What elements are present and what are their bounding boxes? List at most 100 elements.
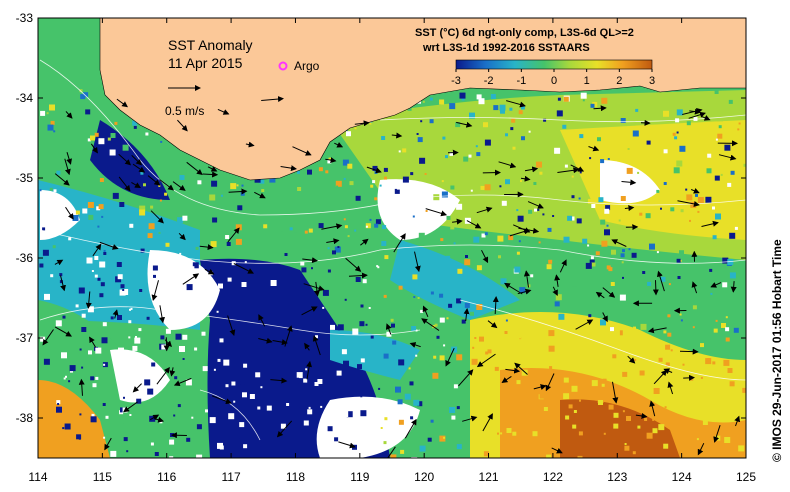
sst-pixel bbox=[461, 97, 465, 101]
sst-pixel bbox=[223, 359, 230, 366]
sst-pixel bbox=[603, 343, 610, 350]
sst-pixel bbox=[600, 319, 606, 326]
sst-pixel bbox=[451, 346, 458, 353]
current-arrow-icon bbox=[54, 326, 72, 337]
current-arrow-icon bbox=[445, 347, 455, 367]
sst-pixel bbox=[139, 205, 146, 212]
current-arrow-icon bbox=[652, 280, 659, 296]
current-arrow-icon bbox=[292, 146, 312, 156]
current-arrow-icon bbox=[258, 337, 273, 344]
sst-pixel bbox=[342, 411, 349, 417]
sst-pixel bbox=[343, 177, 346, 180]
land-mass bbox=[99, 18, 746, 181]
sst-pixel bbox=[305, 368, 308, 371]
sst-pixel bbox=[328, 157, 332, 161]
sst-pixel bbox=[233, 445, 238, 451]
sst-pixel bbox=[468, 154, 472, 158]
sst-pixel bbox=[202, 366, 208, 372]
current-arrow-icon bbox=[280, 165, 297, 172]
sst-pixel bbox=[702, 420, 708, 425]
sst-pixel bbox=[453, 242, 456, 245]
sst-pixel bbox=[471, 358, 478, 365]
sst-pixel bbox=[147, 233, 153, 239]
sst-pixel bbox=[102, 403, 106, 406]
current-arrow-icon bbox=[118, 176, 131, 192]
sst-pixel bbox=[175, 333, 182, 340]
sst-pixel bbox=[429, 97, 433, 101]
sst-pixel bbox=[82, 208, 88, 214]
current-arrow-icon bbox=[425, 208, 448, 217]
sst-pixel bbox=[742, 387, 746, 393]
sst-pixel bbox=[231, 261, 236, 266]
sst-pixel bbox=[725, 443, 730, 448]
sst-pixel bbox=[564, 164, 568, 168]
sst-pixel bbox=[391, 352, 394, 355]
sst-pixel bbox=[695, 193, 698, 197]
sst-pixel bbox=[434, 323, 438, 327]
plot-frame bbox=[37, 17, 747, 459]
current-arrow-icon bbox=[366, 166, 382, 174]
current-arrow-icon bbox=[90, 143, 98, 154]
sst-pixel bbox=[337, 324, 344, 331]
sst-pixel bbox=[715, 138, 718, 141]
sst-pixel bbox=[500, 278, 507, 285]
sst-pixel bbox=[637, 425, 641, 429]
sst-pixel bbox=[737, 128, 740, 131]
sst-pixel bbox=[123, 396, 125, 399]
sst-pixel bbox=[637, 171, 640, 174]
current-arrow-icon bbox=[60, 275, 66, 292]
sst-pixel bbox=[382, 225, 387, 230]
sst-pixel bbox=[469, 112, 475, 119]
current-arrow-icon bbox=[54, 259, 64, 266]
sst-pixel bbox=[720, 287, 724, 291]
sst-pixel bbox=[612, 354, 617, 359]
sst-pixel bbox=[296, 171, 300, 174]
current-arrow-icon bbox=[132, 163, 146, 173]
sst-pixel bbox=[235, 238, 242, 245]
sst-pixel bbox=[665, 344, 671, 350]
sst-pixel bbox=[639, 212, 643, 216]
sst-pixel bbox=[554, 147, 561, 154]
sst-pixel bbox=[370, 184, 374, 188]
sst-pixel bbox=[417, 239, 422, 244]
sst-pixel bbox=[197, 180, 202, 185]
sst-pixel bbox=[615, 387, 618, 390]
sst-pixel bbox=[530, 372, 537, 379]
sst-pixel bbox=[42, 249, 49, 256]
sst-pixel bbox=[476, 265, 482, 271]
sst-pixel bbox=[439, 317, 445, 323]
sst-pixel bbox=[591, 380, 598, 387]
sst-pixel bbox=[484, 184, 491, 191]
sst-pixel bbox=[717, 115, 723, 122]
sst-pixel bbox=[241, 184, 244, 187]
sst-pixel bbox=[656, 251, 659, 254]
sst-pixel bbox=[75, 210, 80, 215]
sst-pixel bbox=[292, 377, 299, 384]
sst-pixel bbox=[667, 314, 671, 318]
sst-pixel bbox=[528, 401, 531, 404]
colorbar-ticks: -3 -2 -1 0 1 2 3 bbox=[451, 69, 655, 87]
sst-pixel bbox=[505, 190, 511, 196]
sst-pixel bbox=[355, 195, 361, 201]
sst-pixel bbox=[174, 376, 178, 380]
sst-pixel bbox=[446, 255, 451, 260]
sst-pixel bbox=[354, 456, 361, 458]
sst-pixel bbox=[518, 240, 521, 243]
sst-pixel bbox=[417, 401, 423, 407]
sst-pixel bbox=[220, 447, 225, 452]
sst-pixel bbox=[610, 282, 615, 286]
current-arrow-icon bbox=[272, 339, 288, 346]
sst-pixel bbox=[148, 223, 155, 230]
sst-pixel bbox=[165, 242, 170, 247]
sst-pixel bbox=[115, 276, 122, 283]
sst-pixel bbox=[400, 240, 405, 245]
current-arrow-icon bbox=[487, 320, 498, 329]
sst-pixel bbox=[528, 209, 533, 214]
current-arrow-icon bbox=[466, 220, 482, 229]
sst-pixel bbox=[520, 180, 522, 182]
sst-pixel bbox=[153, 274, 156, 278]
sst-pixel bbox=[470, 189, 473, 192]
sst-pixel bbox=[94, 274, 98, 278]
sst-pixel bbox=[133, 125, 137, 129]
